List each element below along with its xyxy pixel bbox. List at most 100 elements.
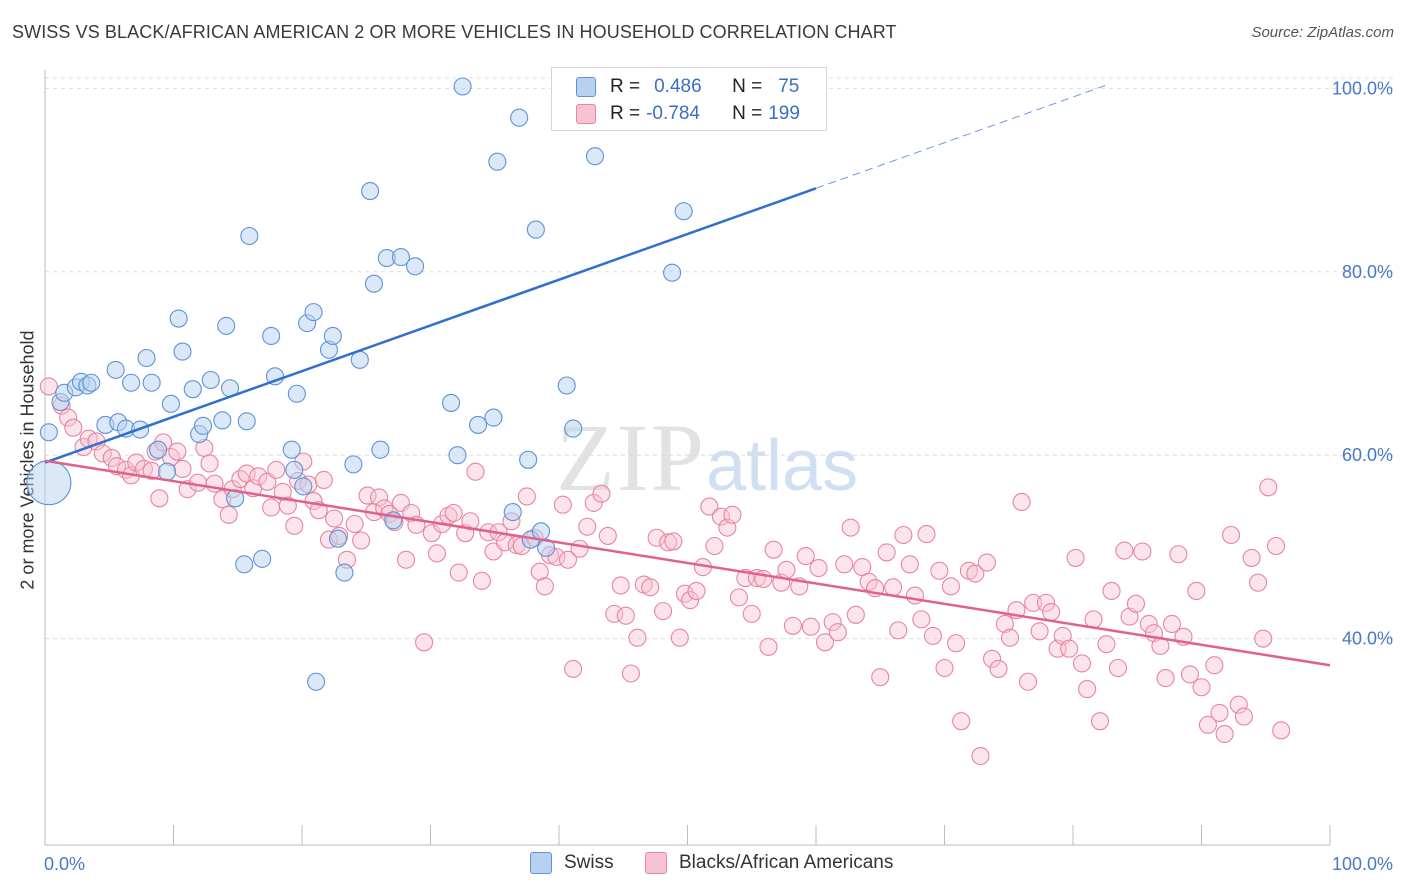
black-point [1187,581,1206,600]
black-point [705,536,724,556]
black-point [219,505,238,524]
black-point [700,497,719,516]
black-point [39,377,58,396]
trend-lines [44,85,1331,667]
swiss-swatch-icon [576,77,596,97]
correlation-legend: R = 0.486 N = 75 R = -0.784 N = 199 [551,67,827,131]
swiss-point [240,226,259,246]
black-point [871,668,890,687]
y-tick-label-100: 100.0% [1332,78,1393,98]
black-point [1060,639,1079,658]
swiss-point [344,455,363,474]
black-point [1066,548,1085,567]
swiss-point [282,440,301,459]
swiss-point [265,367,285,386]
black-point [1254,629,1273,648]
legend-row-swiss: R = 0.486 N = 75 [576,74,799,100]
black-point [1180,665,1199,684]
swiss-point [142,373,161,392]
black-point [759,637,778,656]
swiss-point [453,77,472,96]
y-tick-label-60: 60.0% [1342,445,1393,465]
y-tick-label-80: 80.0% [1342,262,1393,282]
black-point [93,444,112,463]
swiss-point [468,415,488,434]
black-point [1024,593,1043,612]
series-legend: Swiss Blacks/African Americans [0,852,1406,876]
swiss-point [564,419,583,438]
swiss-point [557,376,576,395]
black-point [912,610,931,629]
black-point [1102,581,1121,600]
black-point [1162,614,1181,634]
black-point [835,555,854,574]
x-tick-label-0: 0.0% [44,854,85,874]
black-point [796,547,815,566]
black-point [1215,724,1234,744]
black-point [621,664,641,683]
black-point [742,604,761,623]
x-tick-label-100: 100.0% [1332,854,1393,874]
black-point [1234,707,1253,726]
black-point [995,614,1014,634]
black-point [1090,712,1110,731]
black-point [1198,715,1217,734]
legend-label-blacks: Blacks/African Americans [679,852,894,873]
black-point [1272,721,1291,740]
swiss-point [294,477,313,496]
black-point [711,507,730,526]
swiss-point [39,423,58,442]
watermark-atlas: atlas [706,426,859,506]
swiss-point [484,408,503,427]
black-point [611,576,630,595]
swiss-trend-extension [815,85,1106,189]
legend-black-n-label: N = [732,103,763,124]
black-point [1248,573,1268,592]
black-point [397,550,416,569]
swiss-point [173,342,192,361]
black-point [777,560,796,579]
swiss-point [137,348,156,368]
y-tick-label-40: 40.0% [1342,629,1393,649]
black-point [941,577,960,596]
legend-swiss-n-label: N = [732,76,763,97]
swiss-point [82,373,101,392]
swiss-point [161,394,180,413]
black-point [952,712,971,731]
black-point [828,623,847,642]
swiss-point [519,450,538,469]
black-point [681,591,700,610]
black-point [982,649,1002,668]
black-point [1266,536,1286,556]
black-point [729,588,748,607]
swiss-point [674,202,693,221]
legend-item-blacks: Blacks/African Americans [645,852,893,874]
black-point [150,489,169,508]
swiss-legend-icon [530,852,552,874]
black-point [1192,678,1211,697]
black-point [809,558,828,578]
black-point [1000,628,1020,647]
tick-labels: 40.0% 60.0% 80.0% 100.0% 0.0% 100.0% [44,78,1393,874]
black-point [935,658,954,678]
swiss-point [158,462,177,481]
points-swiss [26,77,698,691]
swiss-point [488,152,507,171]
black-point [427,544,446,563]
black-point [841,518,860,537]
black-point [1156,669,1175,688]
swiss-point [503,503,522,522]
black-point [1169,545,1188,564]
black-point [444,503,463,523]
axes [44,70,1331,846]
black-point [641,578,660,597]
swiss-point [169,309,188,328]
swiss-point [149,440,168,459]
black-point [1072,654,1092,673]
chart-title: SWISS VS BLACK/AFRICAN AMERICAN 2 OR MOR… [12,22,897,42]
black-point [188,473,207,492]
black-point [449,563,468,582]
swiss-point [510,108,529,127]
swiss-point [237,412,256,431]
black-point [764,540,783,559]
